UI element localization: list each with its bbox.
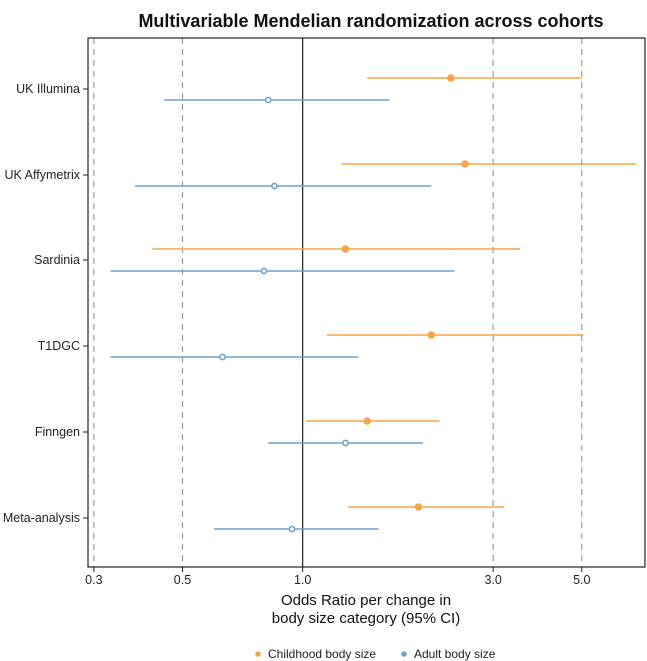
x-tick-label: 1.0 — [294, 573, 311, 587]
x-tick-label: 0.3 — [85, 573, 102, 587]
point-estimate — [363, 417, 371, 425]
point-estimate — [341, 245, 350, 253]
legend-swatch — [401, 651, 407, 657]
category-label: UK Illumina — [16, 82, 80, 96]
point-estimate — [447, 74, 455, 82]
category-label: T1DGC — [38, 339, 80, 353]
legend-swatch — [255, 651, 261, 657]
category-label: Finngen — [35, 425, 80, 439]
chart-title: Multivariable Mendelian randomization ac… — [138, 11, 603, 31]
plot-panel-border — [87, 37, 646, 568]
series-adult — [110, 96, 455, 533]
point-estimate — [342, 439, 349, 447]
reference-lines — [93, 38, 583, 567]
x-axis-label-line-1: Odds Ratio per change in — [281, 592, 451, 609]
point-estimate — [264, 96, 272, 104]
category-label: Meta-analysis — [3, 511, 80, 525]
point-estimate — [271, 182, 278, 190]
point-estimate — [461, 160, 469, 168]
legend-label: Childhood body size — [268, 647, 376, 661]
category-label: UK Affymetrix — [5, 168, 81, 182]
series-childhood — [152, 74, 637, 511]
x-axis-ticks: 0.3 0.5 1.0 3.0 5.0 — [85, 567, 590, 587]
point-estimate — [219, 353, 226, 361]
category-label: Sardinia — [34, 253, 80, 267]
point-estimate — [414, 503, 423, 511]
legend: Childhood body size Adult body size — [255, 647, 496, 661]
point-estimate — [260, 267, 268, 275]
category-labels: UK Illumina UK Affymetrix Sardinia T1DGC Fin… — [3, 82, 88, 525]
x-tick-label: 5.0 — [573, 573, 590, 587]
x-tick-label: 0.5 — [174, 573, 191, 587]
x-axis-label-line-2: body size category (95% CI) — [272, 610, 460, 627]
x-tick-label: 3.0 — [484, 573, 501, 587]
series-layer — [110, 74, 637, 533]
legend-label: Adult body size — [414, 647, 496, 661]
point-estimate — [427, 331, 436, 339]
point-estimate — [288, 525, 296, 533]
